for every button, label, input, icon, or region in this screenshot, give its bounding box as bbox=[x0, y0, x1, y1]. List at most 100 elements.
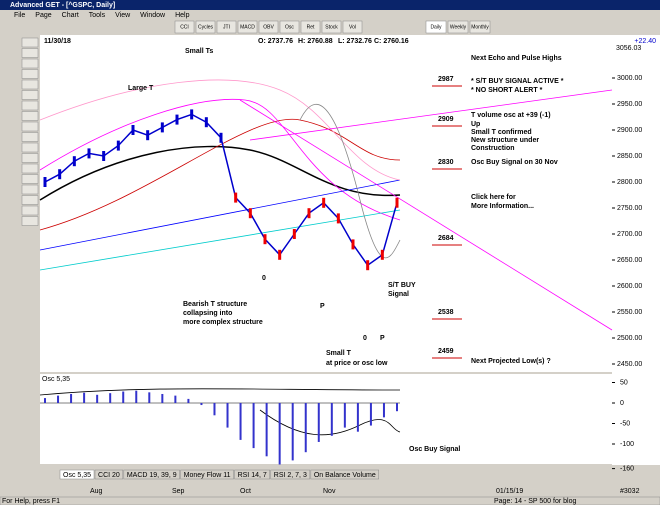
tool-icon[interactable] bbox=[21, 48, 39, 58]
tool-icon[interactable] bbox=[21, 184, 39, 195]
price-bar bbox=[366, 260, 370, 271]
osc-bar bbox=[135, 390, 138, 403]
price-tick-label: 2900.00 bbox=[617, 127, 642, 134]
osc-bar bbox=[291, 403, 294, 461]
tool-icon[interactable] bbox=[21, 163, 39, 174]
price-tick-label: 2600.00 bbox=[617, 283, 642, 290]
quote-date: 11/30/18 bbox=[44, 38, 71, 45]
toolbar-button[interactable] bbox=[321, 20, 342, 34]
annotation[interactable]: Click here for bbox=[471, 194, 516, 201]
toolbar-label: Cycles bbox=[198, 24, 214, 30]
osc-tick-label: 0 bbox=[620, 400, 624, 407]
annotation: Next Echo and Pulse Highs bbox=[471, 55, 562, 62]
price-bar bbox=[160, 122, 164, 133]
tool-icon[interactable] bbox=[21, 174, 39, 184]
tool-icon[interactable] bbox=[21, 37, 39, 48]
annotation: collapsing into bbox=[183, 310, 232, 317]
tab[interactable] bbox=[180, 469, 234, 480]
price-pane bbox=[40, 35, 612, 372]
toolbar-button[interactable] bbox=[300, 20, 321, 34]
tool-icon[interactable] bbox=[21, 153, 39, 163]
annotation: Small T confirmed bbox=[471, 129, 532, 136]
annotation: * S/T BUY SIGNAL ACTIVE * bbox=[471, 78, 564, 85]
osc-bar bbox=[317, 403, 320, 442]
price-bar bbox=[322, 197, 326, 208]
toolbar-button[interactable] bbox=[258, 20, 279, 34]
osc-bar bbox=[252, 403, 255, 449]
price-tick-label: 2650.00 bbox=[617, 257, 642, 264]
price-tick-label: 2750.00 bbox=[617, 205, 642, 212]
annotation: at price or osc low bbox=[326, 360, 388, 367]
tool-icon[interactable] bbox=[21, 205, 39, 216]
tab-label[interactable]: RSI 2, 7, 3 bbox=[274, 472, 307, 479]
annotation: Large T bbox=[128, 85, 154, 92]
menu-item[interactable]: View bbox=[115, 12, 131, 19]
tool-icon[interactable] bbox=[21, 69, 39, 79]
toolbar-button[interactable] bbox=[174, 20, 195, 34]
price-bar bbox=[351, 239, 355, 250]
osc-tick-label: 50 bbox=[620, 379, 628, 386]
tool-icon[interactable] bbox=[21, 195, 39, 205]
price-tick-label: 3000.00 bbox=[617, 75, 642, 82]
osc-bar bbox=[44, 398, 46, 403]
menu-item[interactable]: Chart bbox=[62, 12, 79, 19]
osc-pane bbox=[40, 374, 612, 464]
tool-icon[interactable] bbox=[21, 79, 39, 90]
price-bar bbox=[131, 125, 135, 135]
price-tick-label: 2450.00 bbox=[617, 361, 642, 368]
toolbar-button[interactable] bbox=[279, 20, 300, 34]
annotation: * NO SHORT ALERT * bbox=[471, 87, 543, 94]
period-label: Monthly bbox=[471, 24, 489, 30]
toolbar-button[interactable] bbox=[216, 20, 237, 34]
osc-tick-label: -160 bbox=[620, 465, 634, 472]
menu-item[interactable]: File bbox=[14, 12, 25, 19]
price-bar bbox=[336, 213, 340, 224]
tool-icon[interactable] bbox=[21, 142, 39, 153]
menu-item[interactable]: Help bbox=[175, 12, 190, 19]
tool-icon[interactable] bbox=[21, 100, 39, 111]
tab-label[interactable]: Osc 5,35 bbox=[63, 472, 91, 479]
period-button[interactable] bbox=[447, 20, 469, 34]
tool-icon[interactable] bbox=[21, 216, 39, 226]
toolbar-button[interactable] bbox=[237, 20, 258, 34]
tab-label[interactable]: RSI 14, 7 bbox=[238, 472, 267, 479]
date-label: Nov bbox=[323, 488, 336, 495]
tool-icon[interactable] bbox=[21, 90, 39, 100]
tool-icon[interactable] bbox=[21, 111, 39, 121]
menu-item[interactable]: Tools bbox=[89, 12, 106, 19]
toolbar-button[interactable] bbox=[342, 20, 363, 34]
menu-item[interactable]: Window bbox=[140, 12, 166, 19]
toolbar-label: Vol bbox=[349, 24, 356, 30]
tab[interactable] bbox=[94, 469, 124, 480]
tab[interactable] bbox=[270, 469, 311, 480]
date-label: Oct bbox=[240, 488, 251, 495]
toolbar-label: OBV bbox=[263, 24, 274, 30]
menu-item[interactable]: Page bbox=[35, 12, 51, 19]
tool-icon[interactable] bbox=[21, 121, 39, 132]
tab-label[interactable]: On Balance Volume bbox=[314, 472, 376, 479]
period-button[interactable] bbox=[425, 20, 447, 34]
tab[interactable] bbox=[310, 469, 379, 480]
price-bar bbox=[146, 130, 150, 141]
tab-label[interactable]: CCI 20 bbox=[98, 472, 120, 479]
osc-bar bbox=[396, 403, 398, 412]
osc-bar bbox=[369, 403, 372, 426]
tab-label[interactable]: MACD 19, 39, 9 bbox=[127, 472, 177, 479]
tool-icon[interactable] bbox=[21, 132, 39, 142]
annotation: Small T bbox=[326, 350, 352, 357]
price-tick-label: 2850.00 bbox=[617, 153, 642, 160]
toolbar-button[interactable] bbox=[195, 20, 216, 34]
tab-label[interactable]: Money Flow 11 bbox=[184, 472, 231, 479]
annotation: 0 bbox=[363, 335, 367, 342]
period-label: Daily bbox=[430, 24, 442, 30]
osc-bar bbox=[343, 403, 346, 428]
tab[interactable] bbox=[59, 469, 95, 480]
tab[interactable] bbox=[123, 469, 180, 480]
period-button[interactable] bbox=[469, 20, 491, 34]
annotation[interactable]: More Information... bbox=[471, 203, 534, 210]
tool-icon[interactable] bbox=[21, 58, 39, 69]
tab[interactable] bbox=[234, 469, 271, 480]
annotation: S/T BUY bbox=[388, 282, 416, 289]
price-bar bbox=[58, 169, 62, 180]
osc-bar bbox=[57, 395, 60, 403]
